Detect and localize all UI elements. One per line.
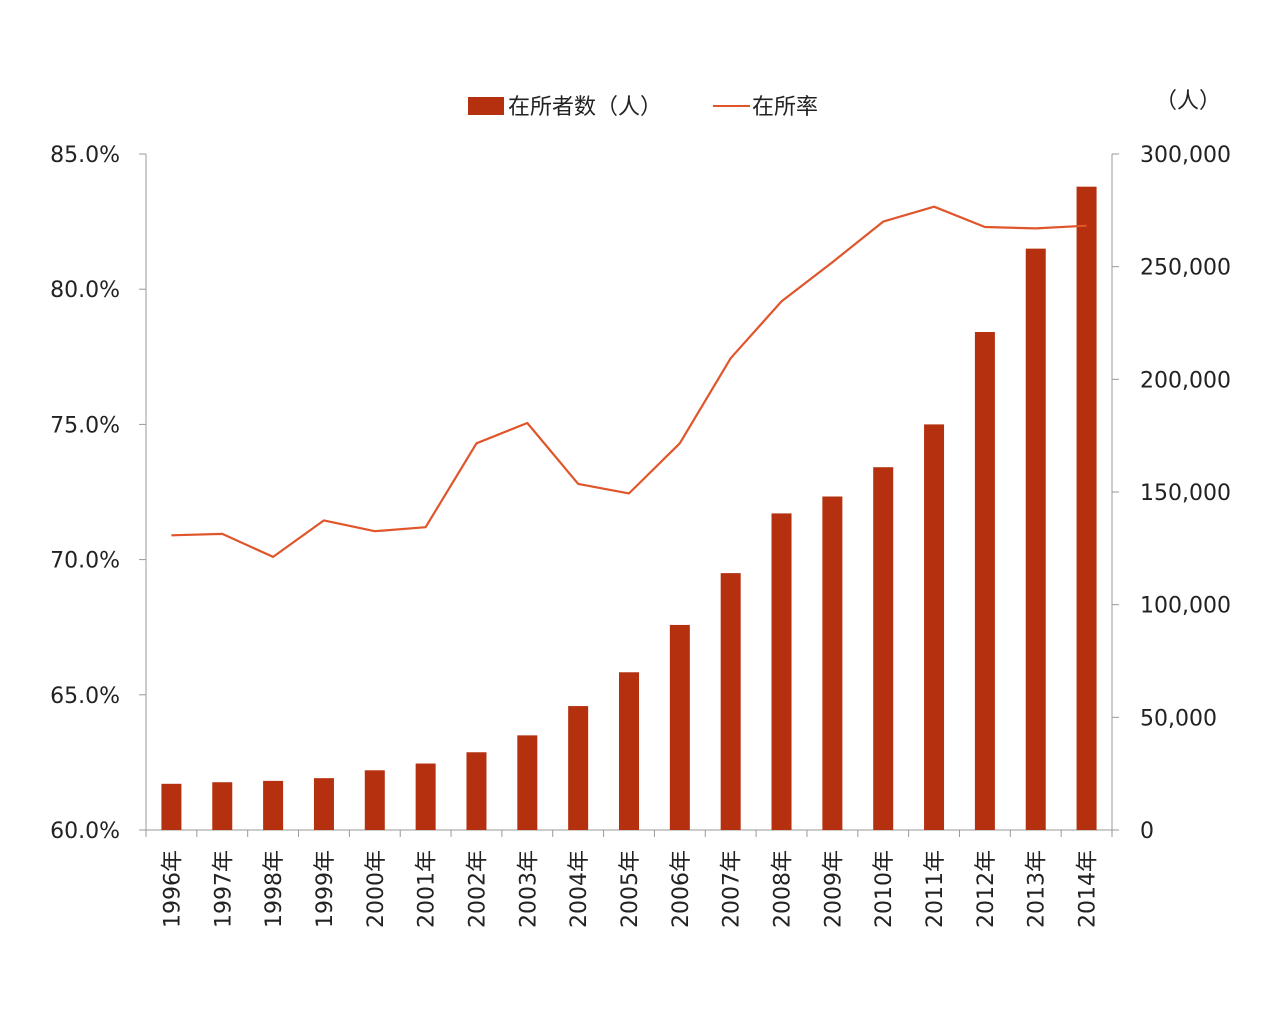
x-tick-label: 2011年 (923, 850, 948, 928)
right-axis-tick-label: 100,000 (1140, 594, 1231, 619)
bar (212, 782, 233, 830)
left-axis-tick-label: 65.0% (50, 684, 120, 709)
left-axis-tick-label: 70.0% (50, 549, 120, 574)
bar (313, 778, 334, 830)
bar (415, 763, 436, 830)
line-series-path (171, 205, 1087, 559)
x-tick-label: 2001年 (415, 850, 440, 928)
x-tick-label: 2002年 (465, 850, 490, 928)
legend: 在所者数（人） 在所率 (468, 95, 818, 120)
bar (364, 770, 385, 830)
axes: 60.0% 65.0% 70.0% 75.0% 80.0% 85.0% 0 50,000 100… (50, 143, 1231, 844)
x-tick-label: 2000年 (364, 850, 389, 928)
x-tick-label: 2003年 (516, 850, 541, 928)
x-tick-label: 2014年 (1076, 850, 1101, 928)
x-tick-label: 1996年 (160, 850, 185, 928)
right-axis-tick-label: 250,000 (1140, 256, 1231, 281)
x-tick-label: 2008年 (771, 850, 796, 928)
bar (517, 735, 538, 830)
x-tick-label: 1999年 (313, 850, 338, 928)
left-axis-tick-label: 75.0% (50, 413, 120, 438)
bar (974, 332, 995, 830)
x-tick-label: 1998年 (262, 850, 287, 928)
bar (873, 467, 894, 830)
legend-label-bar: 在所者数（人） (508, 95, 662, 120)
x-tick-label: 2010年 (872, 850, 897, 928)
bar (619, 672, 639, 830)
left-axis-tick-label: 60.0% (50, 819, 120, 844)
bar (466, 752, 487, 830)
left-axis-tick-label: 85.0% (50, 143, 120, 168)
legend-label-line: 在所率 (752, 95, 818, 120)
x-tick-label: 1997年 (211, 850, 236, 928)
bar (1076, 186, 1097, 830)
bar (263, 780, 284, 830)
right-axis-tick-label: 150,000 (1140, 481, 1231, 506)
left-axis-tick-label: 80.0% (50, 278, 120, 303)
x-axis-ticks: 1996年 1997年 1998年 1999年 2000年 2001年 2002年 2003年… (160, 850, 1100, 928)
x-tick-label: 2007年 (720, 850, 745, 928)
bar (161, 783, 182, 830)
bar (822, 496, 843, 830)
x-tick-label: 2012年 (974, 850, 999, 928)
bar (669, 624, 690, 830)
bar (568, 706, 589, 830)
bar (720, 573, 741, 830)
x-tick-label: 2006年 (669, 850, 694, 928)
bar (924, 424, 945, 830)
x-tick-label: 2004年 (567, 850, 592, 928)
right-axis-tick-label: 0 (1140, 819, 1154, 844)
right-axis-unit-label: （人） (1155, 89, 1221, 114)
bar (771, 513, 792, 830)
right-axis-tick-label: 300,000 (1140, 143, 1231, 168)
x-tick-label: 2005年 (618, 850, 643, 928)
x-tick-label: 2013年 (1025, 850, 1050, 928)
legend-swatch-bar (468, 97, 504, 115)
x-tick-label: 2009年 (821, 850, 846, 928)
line-series (171, 205, 1087, 559)
bar-series (161, 186, 1097, 830)
bar (1025, 248, 1046, 830)
right-axis-tick-label: 50,000 (1140, 706, 1217, 731)
right-axis-tick-label: 200,000 (1140, 368, 1231, 393)
